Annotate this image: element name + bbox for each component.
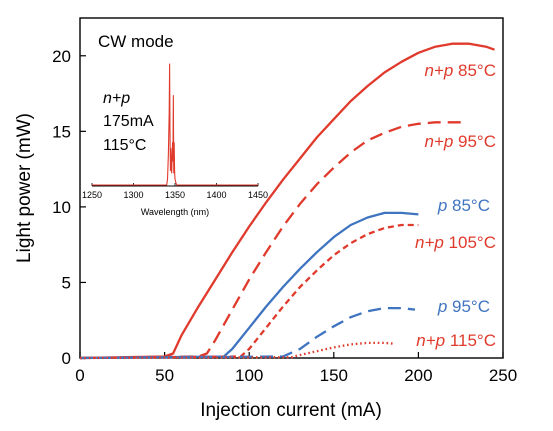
series-line-3 bbox=[79, 223, 419, 360]
inset-x-axis-label: Wavelength (nm) bbox=[141, 207, 209, 217]
inset-series-group bbox=[92, 63, 258, 186]
y-axis-label: Light power (mW) bbox=[14, 113, 35, 263]
series-line-2 bbox=[79, 211, 419, 360]
x-tick-label: 0 bbox=[75, 366, 84, 385]
series-label-temperature: 85°C bbox=[447, 196, 490, 215]
series-label-structure: n+p bbox=[424, 132, 453, 151]
series-label-3: n+p 105°C bbox=[415, 233, 496, 252]
series-label-temperature: 85°C bbox=[453, 61, 496, 80]
x-tick-label: 100 bbox=[235, 366, 263, 385]
series-label-structure: p bbox=[437, 297, 447, 316]
y-tick-label: 15 bbox=[52, 122, 71, 141]
inset-x-tick-label: 1300 bbox=[123, 190, 143, 200]
y-tick-label: 10 bbox=[52, 198, 71, 217]
inset-x-tick-label: 1450 bbox=[248, 190, 268, 200]
mode-annotation: CW mode bbox=[98, 32, 174, 51]
series-line-5 bbox=[79, 341, 394, 360]
series-line-1 bbox=[79, 121, 461, 360]
series-label-temperature: 115°C bbox=[445, 331, 496, 350]
series-label-0: n+p 85°C bbox=[424, 61, 496, 80]
inset-x-tick-label: 1350 bbox=[165, 190, 185, 200]
y-tick-label: 20 bbox=[52, 47, 71, 66]
y-tick-label: 5 bbox=[62, 273, 71, 292]
series-label-4: p 95°C bbox=[437, 297, 490, 316]
series-label-2: p 85°C bbox=[437, 196, 490, 215]
series-label-temperature: 105°C bbox=[444, 233, 496, 252]
series-label-structure: n+p bbox=[415, 233, 444, 252]
series-label-temperature: 95°C bbox=[453, 132, 496, 151]
series-label-structure: p bbox=[437, 196, 447, 215]
inset-label-current: 175mA bbox=[103, 113, 154, 130]
inset-spectrum: n+p 175mA 115°C 1250 1300 1350 1400 1450 Wav… bbox=[82, 63, 268, 217]
main-axis-ticks: 0 50 100 150 200 250 0 5 10 15 20 bbox=[52, 47, 517, 385]
inset-label-structure: n+p bbox=[103, 90, 130, 107]
inset-x-tick-label: 1400 bbox=[206, 190, 226, 200]
y-tick-label: 0 bbox=[62, 349, 71, 368]
x-axis-label: Injection current (mA) bbox=[200, 400, 382, 421]
series-line-0 bbox=[79, 42, 495, 360]
inset-label-temperature: 115°C bbox=[103, 137, 146, 154]
x-tick-label: 50 bbox=[155, 366, 174, 385]
x-tick-label: 150 bbox=[320, 366, 348, 385]
series-label-structure: n+p bbox=[416, 331, 445, 350]
inset-spectrum-line bbox=[92, 63, 258, 186]
series-label-structure: n+p bbox=[424, 61, 453, 80]
x-tick-label: 250 bbox=[489, 366, 517, 385]
series-label-1: n+p 95°C bbox=[424, 132, 496, 151]
main-series-group bbox=[79, 42, 495, 360]
series-label-temperature: 95°C bbox=[447, 297, 490, 316]
series-labels-group: n+p 85°Cn+p 95°Cp 85°Cn+p 105°Cp 95°Cn+p… bbox=[415, 61, 496, 350]
series-line-4 bbox=[79, 306, 416, 360]
series-label-5: n+p 115°C bbox=[416, 331, 496, 350]
x-tick-label: 200 bbox=[404, 366, 432, 385]
inset-x-tick-label: 1250 bbox=[82, 190, 102, 200]
